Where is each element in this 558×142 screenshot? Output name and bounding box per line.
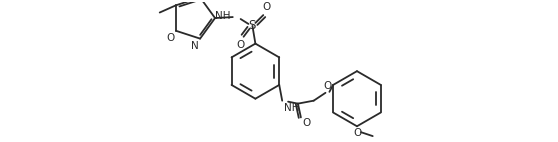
Text: O: O bbox=[237, 40, 245, 50]
Text: N: N bbox=[191, 41, 199, 51]
Text: O: O bbox=[323, 81, 331, 91]
Text: NH: NH bbox=[215, 11, 231, 21]
Text: O: O bbox=[262, 2, 270, 12]
Text: O: O bbox=[354, 128, 362, 138]
Text: S: S bbox=[249, 19, 256, 32]
Text: O: O bbox=[167, 33, 175, 43]
Text: NH: NH bbox=[284, 103, 300, 113]
Text: O: O bbox=[303, 118, 311, 128]
